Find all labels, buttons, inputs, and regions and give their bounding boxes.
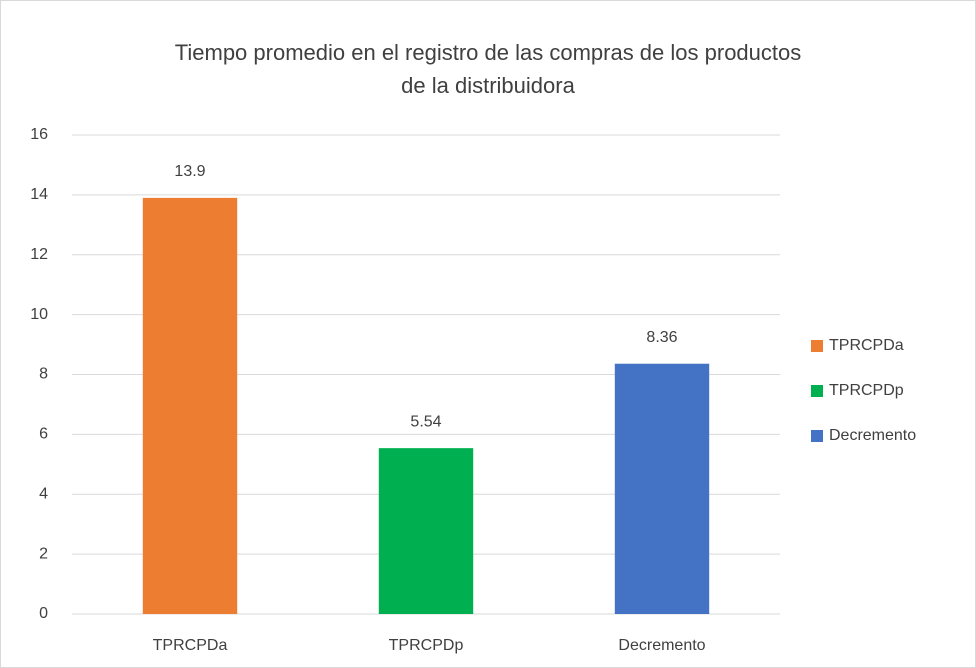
legend-swatch xyxy=(811,340,823,352)
y-tick-label: 10 xyxy=(30,306,48,323)
x-tick-label: TPRCPDa xyxy=(153,637,228,654)
y-tick-label: 8 xyxy=(39,366,48,383)
legend-label: Decremento xyxy=(829,427,916,444)
y-tick-label: 0 xyxy=(39,605,48,622)
data-label: 5.54 xyxy=(410,413,441,430)
legend-label: TPRCPDa xyxy=(829,337,904,354)
x-tick-label: Decremento xyxy=(618,637,705,654)
bar xyxy=(614,363,710,614)
y-tick-label: 4 xyxy=(39,485,48,502)
bar xyxy=(142,197,238,614)
data-label: 8.36 xyxy=(646,329,677,346)
y-tick-label: 16 xyxy=(30,126,48,143)
bar xyxy=(378,448,474,614)
legend-swatch xyxy=(811,430,823,442)
chart-title: Tiempo promedio en el registro de las co… xyxy=(174,40,802,98)
y-tick-label: 14 xyxy=(30,186,48,203)
y-tick-label: 6 xyxy=(39,426,48,443)
y-tick-label: 2 xyxy=(39,545,48,562)
legend-label: TPRCPDp xyxy=(829,382,904,399)
x-tick-label: TPRCPDp xyxy=(389,637,464,654)
y-tick-label: 12 xyxy=(30,246,48,263)
legend-swatch xyxy=(811,385,823,397)
data-label: 13.9 xyxy=(174,163,205,180)
